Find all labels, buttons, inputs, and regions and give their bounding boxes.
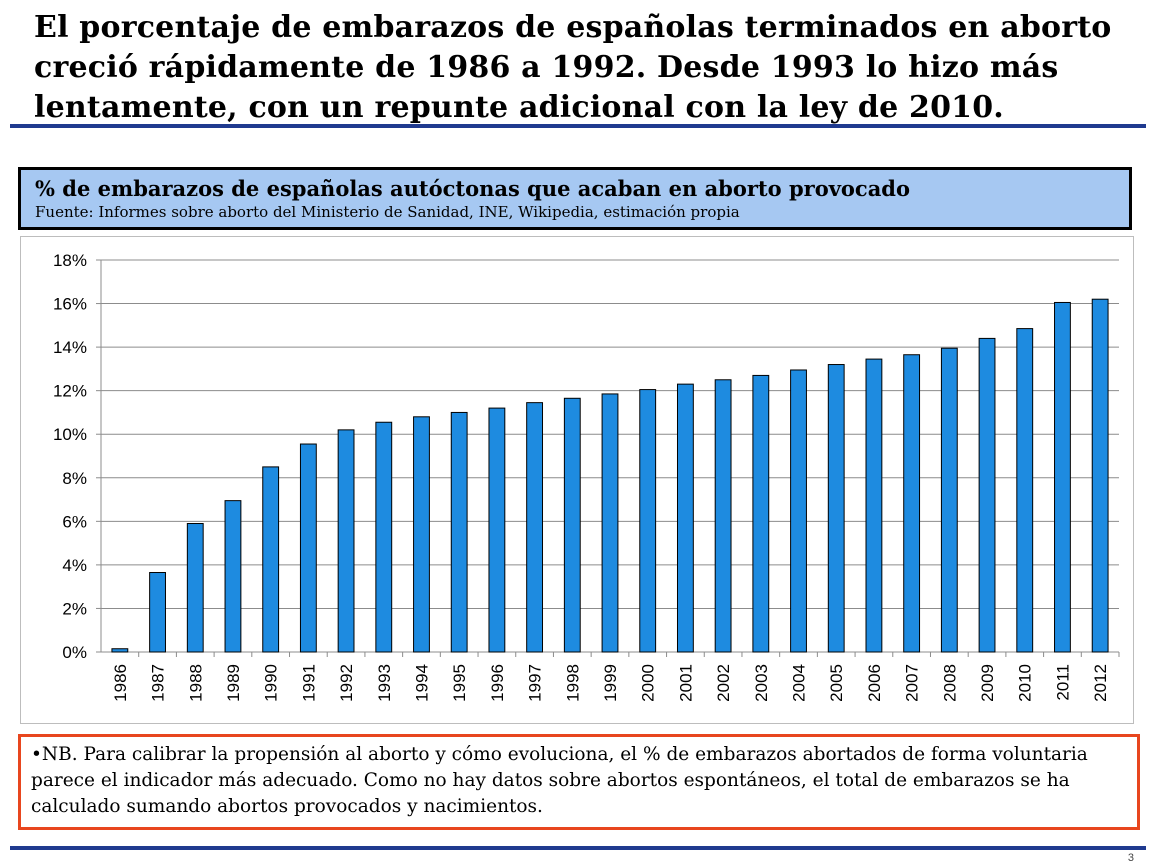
chart-title: % de embarazos de españolas autóctonas q… (35, 176, 910, 201)
bar (1091, 298, 1109, 653)
x-tick-label: 2001 (676, 664, 695, 702)
bar (563, 397, 581, 653)
x-tick-label: 2009 (978, 664, 997, 702)
x-tick-label: 1998 (563, 664, 582, 702)
x-tick-label: 1999 (601, 664, 620, 702)
y-tick-label: 2% (62, 599, 87, 618)
y-tick-label: 18% (53, 251, 87, 270)
x-tick-label: 1995 (450, 664, 469, 702)
bar (186, 523, 204, 653)
x-tick-label: 1997 (526, 664, 545, 702)
bar (714, 379, 732, 653)
x-tick-label: 1994 (412, 664, 431, 702)
x-tick-label: 2002 (714, 664, 733, 702)
bar (601, 393, 619, 653)
x-tick-label: 2000 (639, 664, 658, 702)
x-tick-label: 1991 (299, 664, 318, 702)
bar (262, 466, 280, 653)
x-tick-label: 1989 (224, 664, 243, 702)
x-tick-label: 1987 (149, 664, 168, 702)
bar (1016, 328, 1034, 653)
x-tick-label: 1990 (262, 664, 281, 702)
x-tick-label: 1993 (375, 664, 394, 702)
x-tick-label: 2007 (903, 664, 922, 702)
bar (299, 443, 317, 653)
title-divider (10, 124, 1146, 128)
y-tick-label: 14% (53, 338, 87, 357)
bar-chart: 0% 2% 4% 6% 8% 10% 12% 14% 16% 18% 1986 1987 1988 198… (53, 251, 1120, 702)
x-tick-label: 2011 (1053, 664, 1072, 701)
chart-header: % de embarazos de españolas autóctonas q… (18, 167, 1132, 230)
bar (790, 369, 807, 653)
bar (413, 416, 430, 653)
x-tick-label: 1986 (111, 664, 130, 702)
x-tick-label: 1988 (186, 664, 205, 702)
bar (375, 421, 393, 653)
note-text: •NB. Para calibrar la propensión al abor… (31, 744, 1088, 817)
chart-frame: 0% 2% 4% 6% 8% 10% 12% 14% 16% 18% 1986 1987 1988 198… (20, 236, 1134, 724)
x-tick-label: 2008 (940, 664, 959, 702)
chart-source: Fuente: Informes sobre aborto del Minist… (35, 203, 740, 221)
bar (450, 411, 468, 653)
x-tick-label: 1992 (337, 664, 356, 702)
bar (1054, 301, 1071, 653)
bar (488, 407, 506, 653)
note-box: •NB. Para calibrar la propensión al abor… (18, 734, 1140, 830)
bar (827, 364, 845, 653)
y-tick-label: 0% (62, 643, 87, 662)
x-tick-label: 2005 (827, 664, 846, 702)
bar (752, 374, 770, 653)
page-number: 3 (1127, 852, 1134, 864)
bar (676, 383, 694, 653)
y-tick-label: 10% (53, 425, 87, 444)
y-tick-label: 12% (53, 382, 87, 401)
slide-title: El porcentaje de embarazos de españolas … (34, 10, 1112, 125)
bar (149, 572, 166, 653)
y-tick-label: 4% (62, 556, 87, 575)
y-tick-label: 16% (53, 295, 87, 314)
bar (224, 500, 242, 653)
y-tick-label: 6% (62, 512, 87, 531)
x-tick-label: 2010 (1016, 664, 1035, 702)
bar (978, 337, 996, 653)
x-tick-label: 2004 (790, 664, 809, 702)
bar (940, 347, 958, 653)
bar (865, 358, 883, 653)
y-tick-label: 8% (62, 469, 87, 488)
x-tick-label: 2012 (1091, 664, 1110, 702)
x-tick-label: 1996 (488, 664, 507, 702)
x-tick-label: 2003 (752, 664, 771, 702)
x-tick-label: 2006 (865, 664, 884, 702)
bar (526, 402, 544, 653)
bar (903, 354, 921, 653)
bar (337, 429, 355, 653)
bar (639, 389, 657, 653)
footer-divider (10, 846, 1146, 850)
bar (111, 648, 129, 653)
